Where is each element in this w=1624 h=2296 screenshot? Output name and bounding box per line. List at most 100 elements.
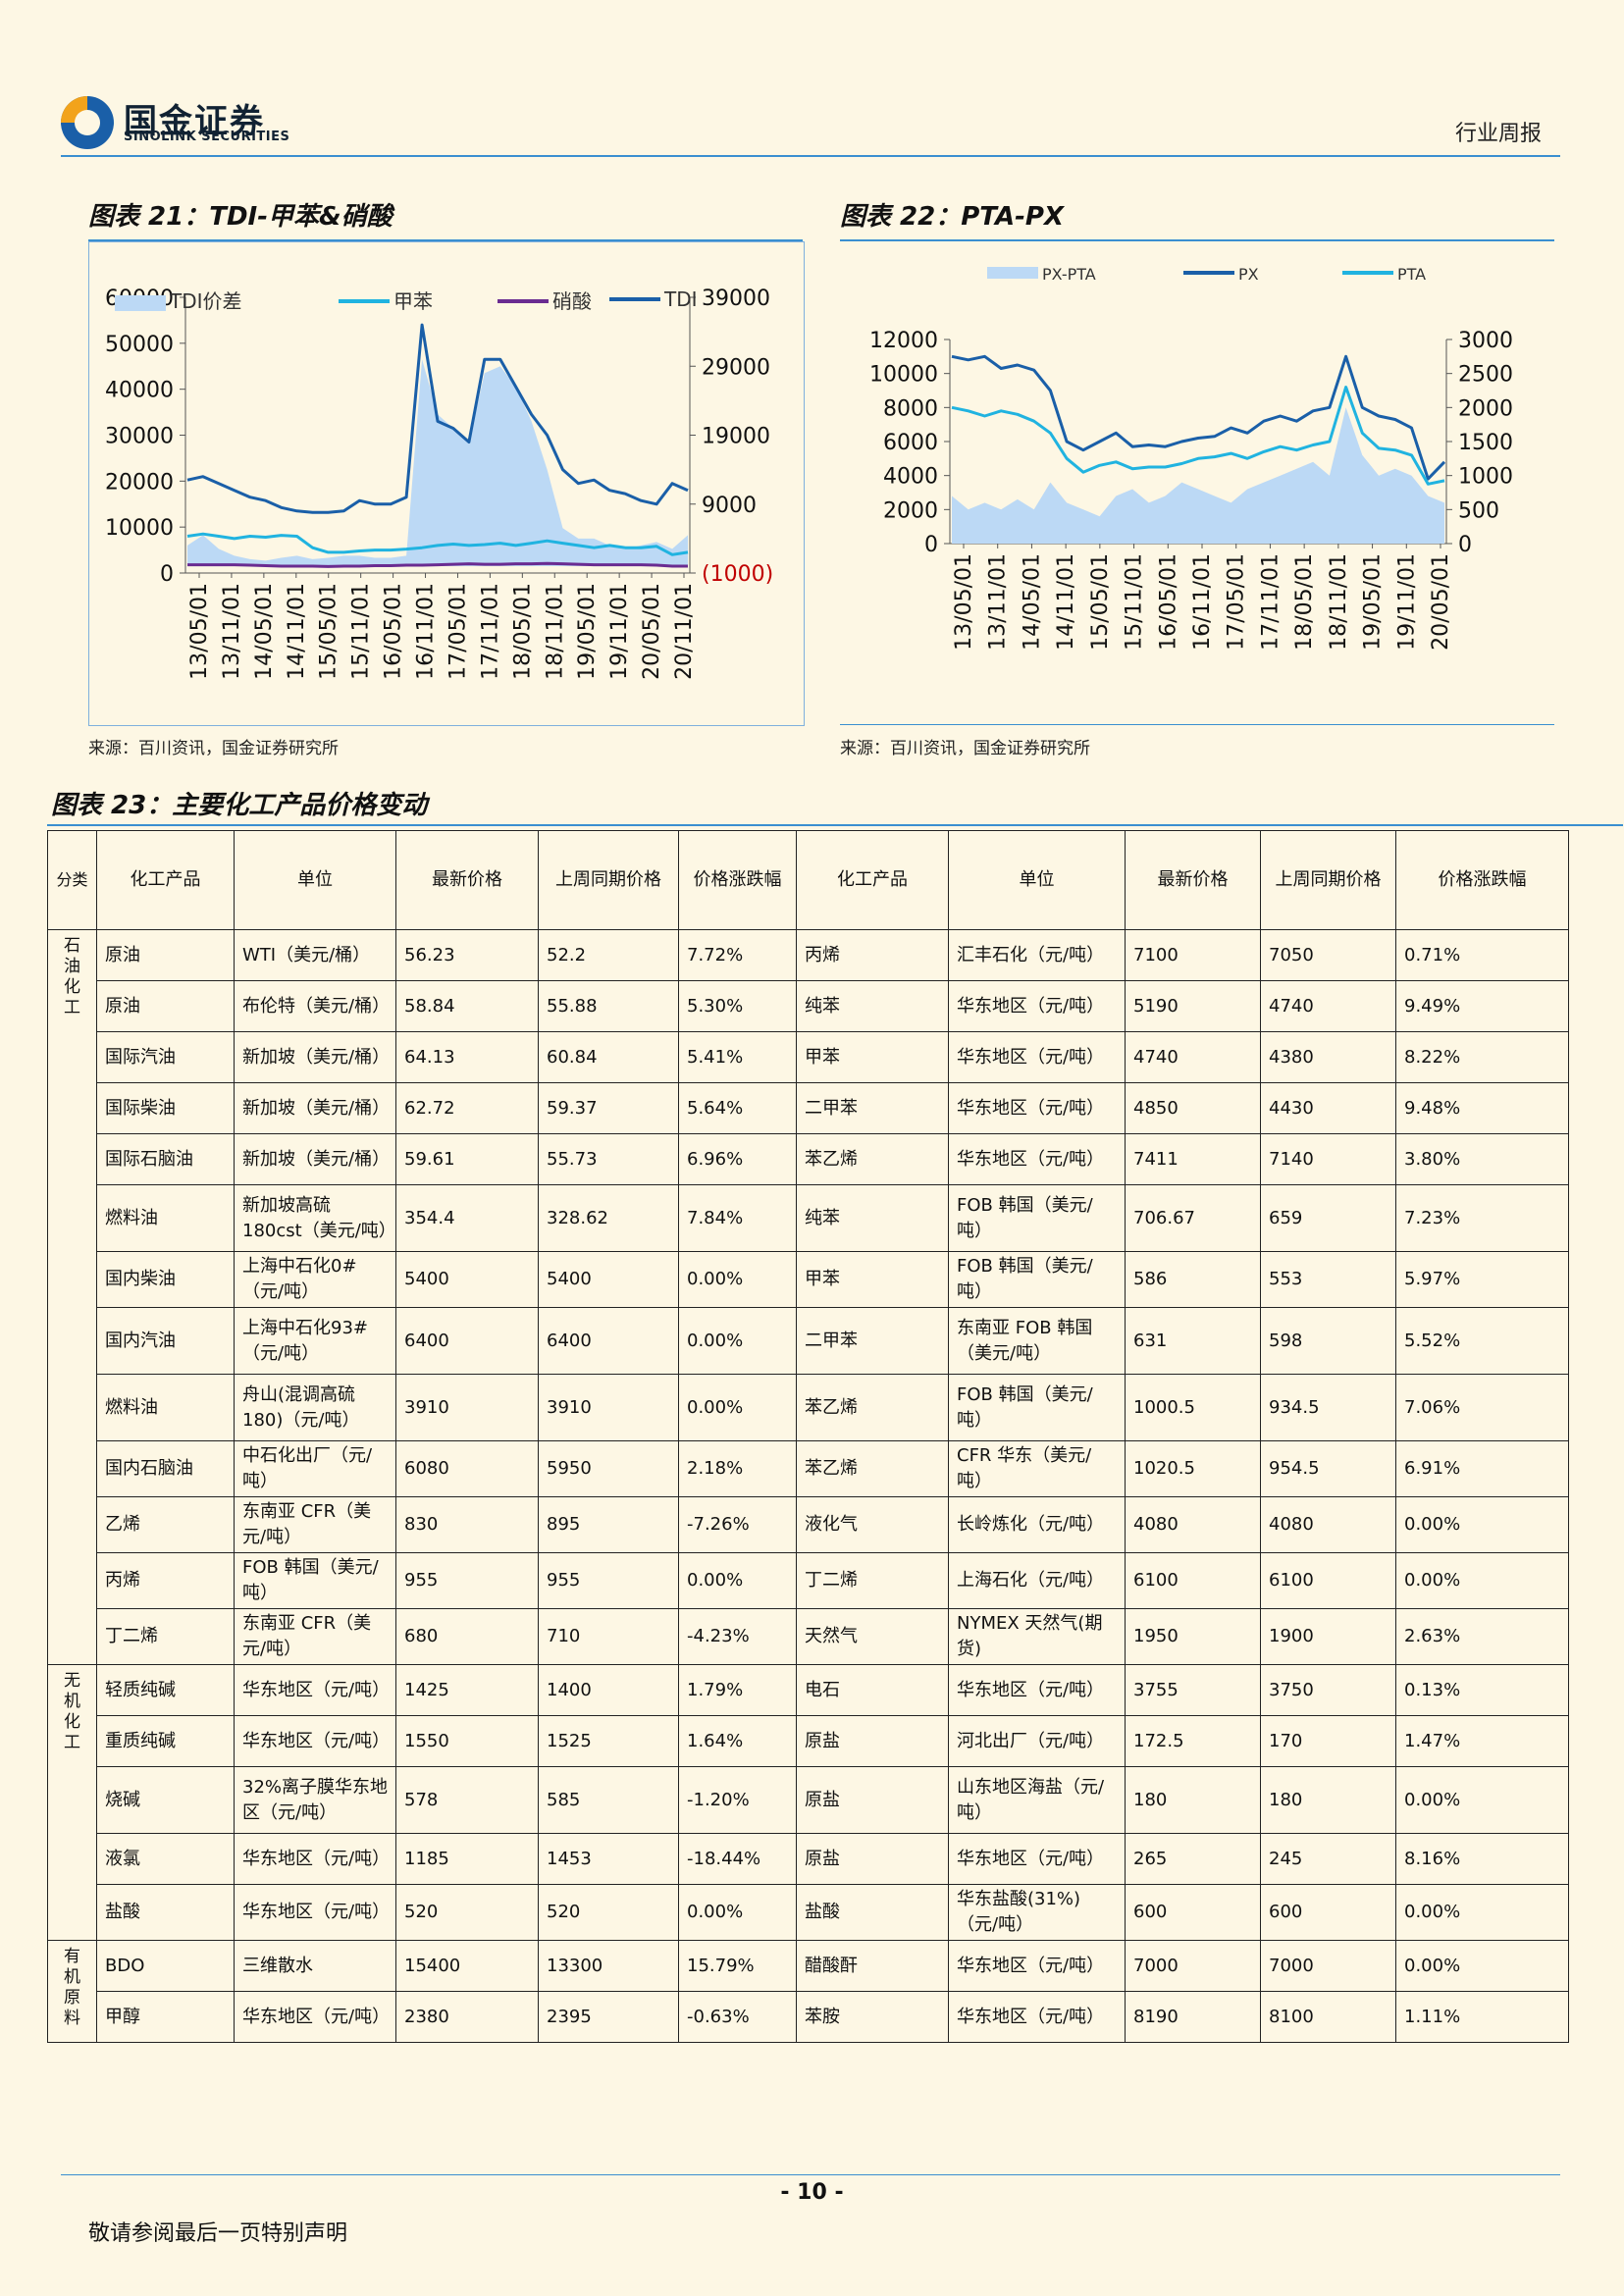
table-cell: BDO xyxy=(96,1940,235,1992)
table-cell: 4380 xyxy=(1260,1031,1396,1083)
table-cell: 1.79% xyxy=(678,1664,797,1716)
table-cell: 苯胺 xyxy=(796,1991,949,2043)
table-cell: -0.63% xyxy=(678,1991,797,2043)
table-cell: 5400 xyxy=(538,1251,679,1308)
table-cell: 液氯 xyxy=(96,1833,235,1885)
x-tick-label: 19/05/01 xyxy=(575,583,600,680)
table-cell: 9.49% xyxy=(1395,980,1569,1032)
table-cell: 烧碱 xyxy=(96,1766,235,1834)
left-tick-label: 6000 xyxy=(883,431,938,455)
left-tick-label: 2000 xyxy=(883,498,938,523)
table-header-cell: 上周同期价格 xyxy=(538,830,679,930)
legend-label: 硝酸 xyxy=(552,289,592,313)
table-cell: 华东地区（元/吨） xyxy=(948,1991,1126,2043)
x-tick-label: 18/05/01 xyxy=(510,583,535,680)
table-cell: 国际柴油 xyxy=(96,1082,235,1134)
table-cell: 13300 xyxy=(538,1940,679,1992)
table-cell: 2.18% xyxy=(678,1440,797,1497)
table-cell: -4.23% xyxy=(678,1608,797,1665)
table-row: 石油化工 原油 WTI（美元/桶） 56.23 52.2 7.72% 丙烯 汇丰石化（元/吨）… xyxy=(47,929,1569,1665)
table-cell: 国内汽油 xyxy=(96,1307,235,1375)
table-cell: 乙烯 xyxy=(96,1496,235,1553)
page-number: - 10 - xyxy=(780,2180,844,2205)
table-cell: 3910 xyxy=(395,1374,539,1441)
x-tick-label: 15/11/01 xyxy=(349,583,374,680)
table-cell: 4430 xyxy=(1260,1082,1396,1134)
legend-label: PX-PTA xyxy=(1042,265,1096,284)
table-row: 国内柴油 上海中石化0#（元/吨） 5400 5400 0.00% 甲苯 FOB 韩国（美元… xyxy=(48,1251,1569,1308)
table-cell: 8100 xyxy=(1260,1991,1396,2043)
table-cell: -1.20% xyxy=(678,1766,797,1834)
table-row: 盐酸 华东地区（元/吨） 520 520 0.00% 盐酸 华东盐酸(31%)（元/吨） 60… xyxy=(48,1884,1569,1941)
category-cell: 有机原料 xyxy=(47,1940,97,2043)
table-cell: 甲苯 xyxy=(796,1251,949,1308)
table-cell: 830 xyxy=(395,1496,539,1553)
table-cell: 苯乙烯 xyxy=(796,1374,949,1441)
table-cell: FOB 韩国（美元/吨） xyxy=(948,1251,1126,1308)
table-cell: -18.44% xyxy=(678,1833,797,1885)
x-tick-label: 17/05/01 xyxy=(445,583,470,680)
table-cell: 328.62 xyxy=(538,1184,679,1252)
table-cell: 燃料油 xyxy=(96,1184,235,1252)
right-tick-label: 9000 xyxy=(702,494,757,518)
table-cell: 0.00% xyxy=(678,1251,797,1308)
table-cell: 62.72 xyxy=(395,1082,539,1134)
table-header-cell: 化工产品 xyxy=(96,830,235,930)
table-cell: 0.00% xyxy=(1395,1552,1569,1609)
table-cell: 东南亚 FOB 韩国（美元/吨） xyxy=(948,1307,1126,1375)
table-cell: NYMEX 天然气(期货) xyxy=(948,1608,1126,1665)
table-cell: 52.2 xyxy=(538,929,679,981)
right-tick-label: 0 xyxy=(1458,533,1472,557)
table-cell: 华东地区（元/吨） xyxy=(948,1031,1126,1083)
table-row: 甲醇 华东地区（元/吨） 2380 2395 -0.63% 苯胺 华东地区（元/吨） 8190… xyxy=(48,1991,1569,2043)
table-cell: 纯苯 xyxy=(796,980,949,1032)
x-tick-label: 13/11/01 xyxy=(220,583,244,680)
x-tick-label: 18/05/01 xyxy=(1292,553,1317,651)
table-cell: WTI（美元/桶） xyxy=(234,929,396,981)
table-cell: 2380 xyxy=(395,1991,539,2043)
right-tick-label: 29000 xyxy=(702,355,770,380)
table-cell: 华东地区（元/吨） xyxy=(948,1133,1126,1185)
report-type: 行业周报 xyxy=(1454,122,1542,146)
table-header-cell: 上周同期价格 xyxy=(1260,830,1396,930)
table-row: 丙烯 FOB 韩国（美元/吨） 955 955 0.00% 丁二烯 上海石化（元/吨） 610… xyxy=(48,1552,1569,1609)
table-cell: 6400 xyxy=(395,1307,539,1375)
table-cell: 三维散水 xyxy=(234,1940,396,1992)
x-tick-label: 17/11/01 xyxy=(478,583,502,680)
x-tick-label: 18/11/01 xyxy=(1327,553,1351,651)
table-cell: 5400 xyxy=(395,1251,539,1308)
table-title: 图表 23：主要化工产品价格变动 xyxy=(51,791,428,820)
x-tick-label: 13/05/01 xyxy=(187,583,212,680)
table-cell: 5.64% xyxy=(678,1082,797,1134)
table-cell: 华东地区（元/吨） xyxy=(234,1884,396,1941)
table-cell: 55.88 xyxy=(538,980,679,1032)
table-cell: 新加坡高硫180cst（美元/吨） xyxy=(234,1184,396,1252)
table-cell: 电石 xyxy=(796,1664,949,1716)
legend-label: PTA xyxy=(1397,265,1426,284)
table-cell: 苯乙烯 xyxy=(796,1440,949,1497)
table-cell: 丙烯 xyxy=(796,929,949,981)
table-header-cell: 单位 xyxy=(948,830,1126,930)
table-cell: 245 xyxy=(1260,1833,1396,1885)
table-cell: 1.47% xyxy=(1395,1715,1569,1767)
x-tick-label: 18/11/01 xyxy=(543,583,567,680)
x-tick-label: 19/11/01 xyxy=(607,583,632,680)
table-cell: 56.23 xyxy=(395,929,539,981)
table-cell: 5.41% xyxy=(678,1031,797,1083)
table-cell: 58.84 xyxy=(395,980,539,1032)
left-tick-label: 10000 xyxy=(105,516,174,541)
table-cell: 3.80% xyxy=(1395,1133,1569,1185)
table-cell: 2395 xyxy=(538,1991,679,2043)
table-cell: 6.96% xyxy=(678,1133,797,1185)
table-cell: 盐酸 xyxy=(96,1884,235,1941)
table-row: 无机化工 轻质纯碱 华东地区（元/吨） 1425 1400 1.79% 电石 华东地区（元/吨… xyxy=(47,1664,1569,1941)
table-cell: 710 xyxy=(538,1608,679,1665)
table-cell: 680 xyxy=(395,1608,539,1665)
legend-swatch xyxy=(987,267,1038,279)
table-cell: 8.22% xyxy=(1395,1031,1569,1083)
table-cell: 600 xyxy=(1260,1884,1396,1941)
series-line xyxy=(186,323,689,514)
table-cell: 631 xyxy=(1125,1307,1261,1375)
table-cell: 重质纯碱 xyxy=(96,1715,235,1767)
table-cell: 7000 xyxy=(1260,1940,1396,1992)
